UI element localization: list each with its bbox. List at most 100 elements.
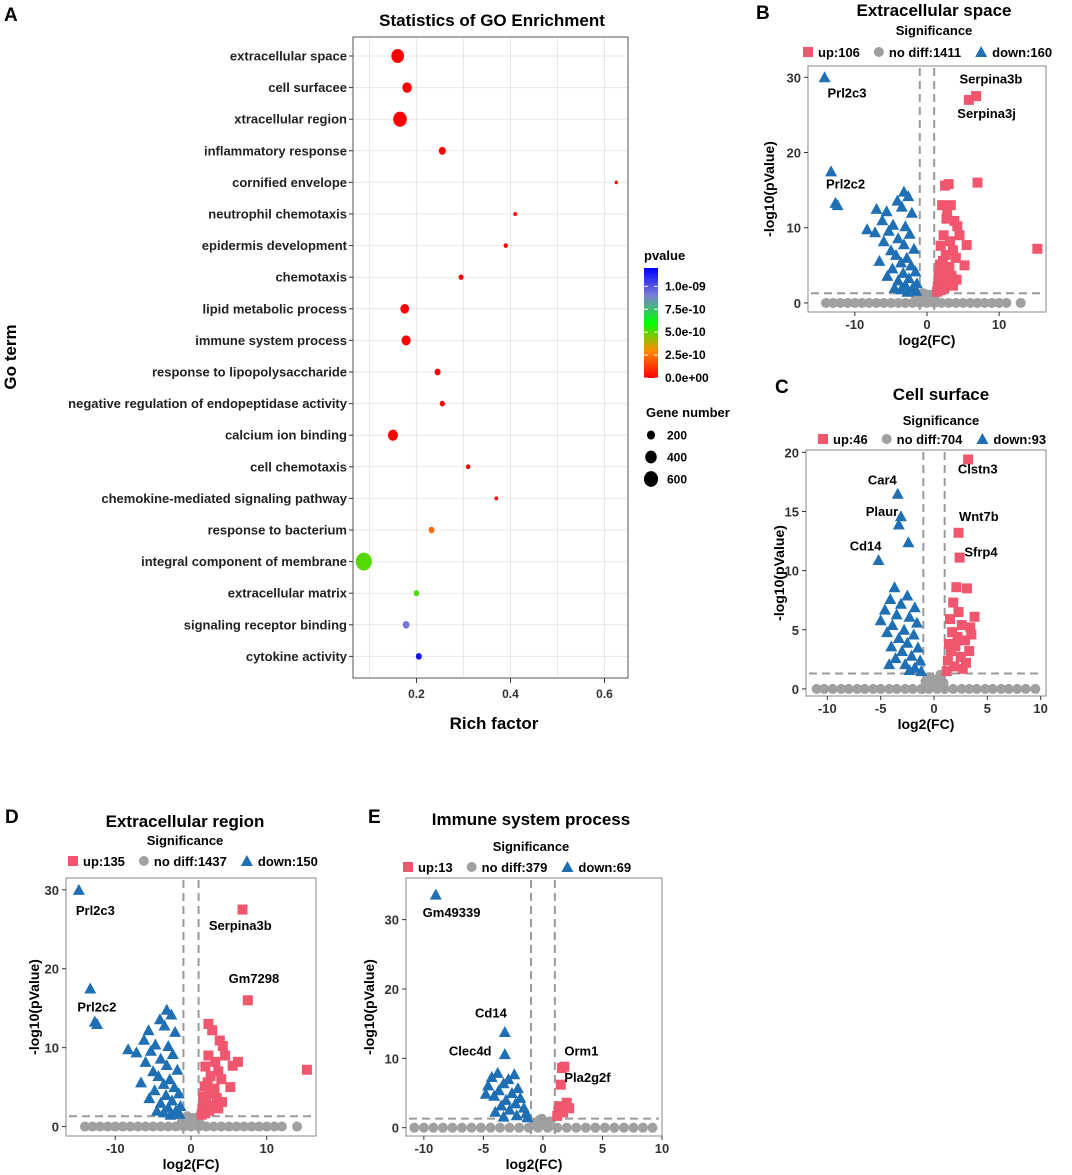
legend-nodiff-marker [466, 862, 477, 872]
up-point [942, 655, 953, 666]
nodiff-point [485, 1122, 496, 1133]
nodiff-point [811, 683, 822, 694]
nodiff-point [254, 1121, 265, 1132]
x-tick-label: -5 [875, 701, 887, 716]
nodiff-point [964, 683, 975, 694]
down-point [149, 1038, 162, 1050]
go-bubble [387, 429, 398, 441]
x-tick-label: 0 [187, 1141, 194, 1156]
up-point [959, 260, 970, 271]
down-point [895, 200, 908, 212]
down-point [147, 1065, 160, 1077]
nodiff-point [994, 297, 1005, 308]
nodiff-point [276, 1121, 287, 1132]
volcano-panel-b: B Extracellular space Significance up:106 n… [756, 1, 1052, 348]
legend-down-label: down:69 [578, 860, 631, 875]
y-axis-label: -log10(pValue) [761, 141, 777, 237]
y-axis-label: -log10(pValue) [26, 959, 42, 1055]
up-point [945, 614, 955, 625]
legend-up-marker [68, 856, 78, 866]
up-point [932, 286, 943, 297]
nodiff-point [292, 1121, 303, 1132]
go-bubble [402, 621, 410, 629]
up-point [952, 221, 963, 232]
nodiff-point [871, 297, 882, 308]
legend-up-marker [403, 862, 413, 872]
down-point [880, 205, 893, 217]
down-point [878, 603, 891, 615]
legend-nodiff-marker [873, 47, 884, 57]
nodiff-point [599, 1122, 610, 1133]
x-tick-label: 10 [992, 317, 1006, 332]
gene-number-legend: Gene number 200 400 600 [643, 405, 730, 487]
down-point [139, 1055, 152, 1067]
down-point [889, 248, 902, 260]
go-bubble [400, 303, 410, 314]
go-bubble [438, 146, 446, 155]
nodiff-point [495, 1122, 506, 1133]
down-point [509, 1097, 522, 1109]
down-point [168, 1081, 181, 1093]
up-point [213, 1103, 224, 1114]
y-tick-label: 15 [785, 505, 799, 520]
nodiff-point [965, 297, 976, 308]
panel-letter-b: B [756, 3, 770, 24]
down-point [500, 1093, 513, 1105]
x-tick-label: 10 [260, 1141, 274, 1156]
gene-number-legend-label: 600 [667, 473, 687, 487]
down-point [899, 220, 912, 232]
up-point [940, 180, 951, 191]
y-tick-label: 10 [45, 1041, 59, 1056]
nodiff-point [900, 683, 911, 694]
go-bubble [503, 243, 508, 248]
up-point [217, 1041, 228, 1052]
nodiff-point [428, 1122, 439, 1133]
gene-label: Pla2g2f [564, 1070, 611, 1085]
nodiff-point [239, 1121, 250, 1132]
gene-number-legend-label: 200 [667, 429, 687, 443]
up-point [237, 904, 248, 915]
down-point [429, 888, 442, 900]
go-bubbles [355, 48, 618, 660]
down-point [72, 883, 85, 895]
nodiff-point [148, 1121, 159, 1132]
nodiff-point [1015, 297, 1026, 308]
down-point [172, 1087, 185, 1099]
nodiff-point [476, 1122, 487, 1133]
down-point [148, 1084, 161, 1096]
up-point [953, 527, 964, 538]
nodiff-point [456, 1122, 467, 1133]
y-tick-label: 5 [792, 623, 799, 638]
up-point [947, 245, 958, 256]
nodiff-point [864, 297, 875, 308]
nodiff-point [971, 683, 982, 694]
nodiff-point [979, 297, 990, 308]
nodiff-point [132, 1121, 143, 1132]
legend-up-marker [818, 434, 828, 444]
up-point [941, 666, 952, 677]
down-point [877, 235, 890, 247]
down-point [910, 616, 923, 628]
down-point [505, 1087, 518, 1098]
go-x-tick-label: 0.6 [596, 687, 613, 701]
nodiff-point [79, 1121, 90, 1132]
down-point [157, 1077, 170, 1089]
up-point [963, 454, 974, 465]
down-point [898, 623, 911, 635]
up-point [935, 240, 946, 251]
gene-label: Prl2c2 [77, 999, 116, 1014]
down-point [160, 1058, 173, 1070]
go-term-label: neutrophil chemotaxis [208, 207, 347, 222]
gene-label: Car4 [868, 472, 898, 487]
nodiff-point [216, 1121, 227, 1132]
x-tick-label: 0 [930, 701, 937, 716]
up-point [938, 230, 949, 241]
down-point [903, 663, 916, 675]
pvalue-legend-title: pvalue [644, 248, 685, 263]
nodiff-point [447, 1122, 458, 1133]
nodiff-point [1003, 683, 1014, 694]
significance-legend-title: Significance [493, 839, 570, 854]
nodiff-point [891, 683, 902, 694]
down-point [897, 266, 910, 278]
down-point [894, 510, 907, 522]
